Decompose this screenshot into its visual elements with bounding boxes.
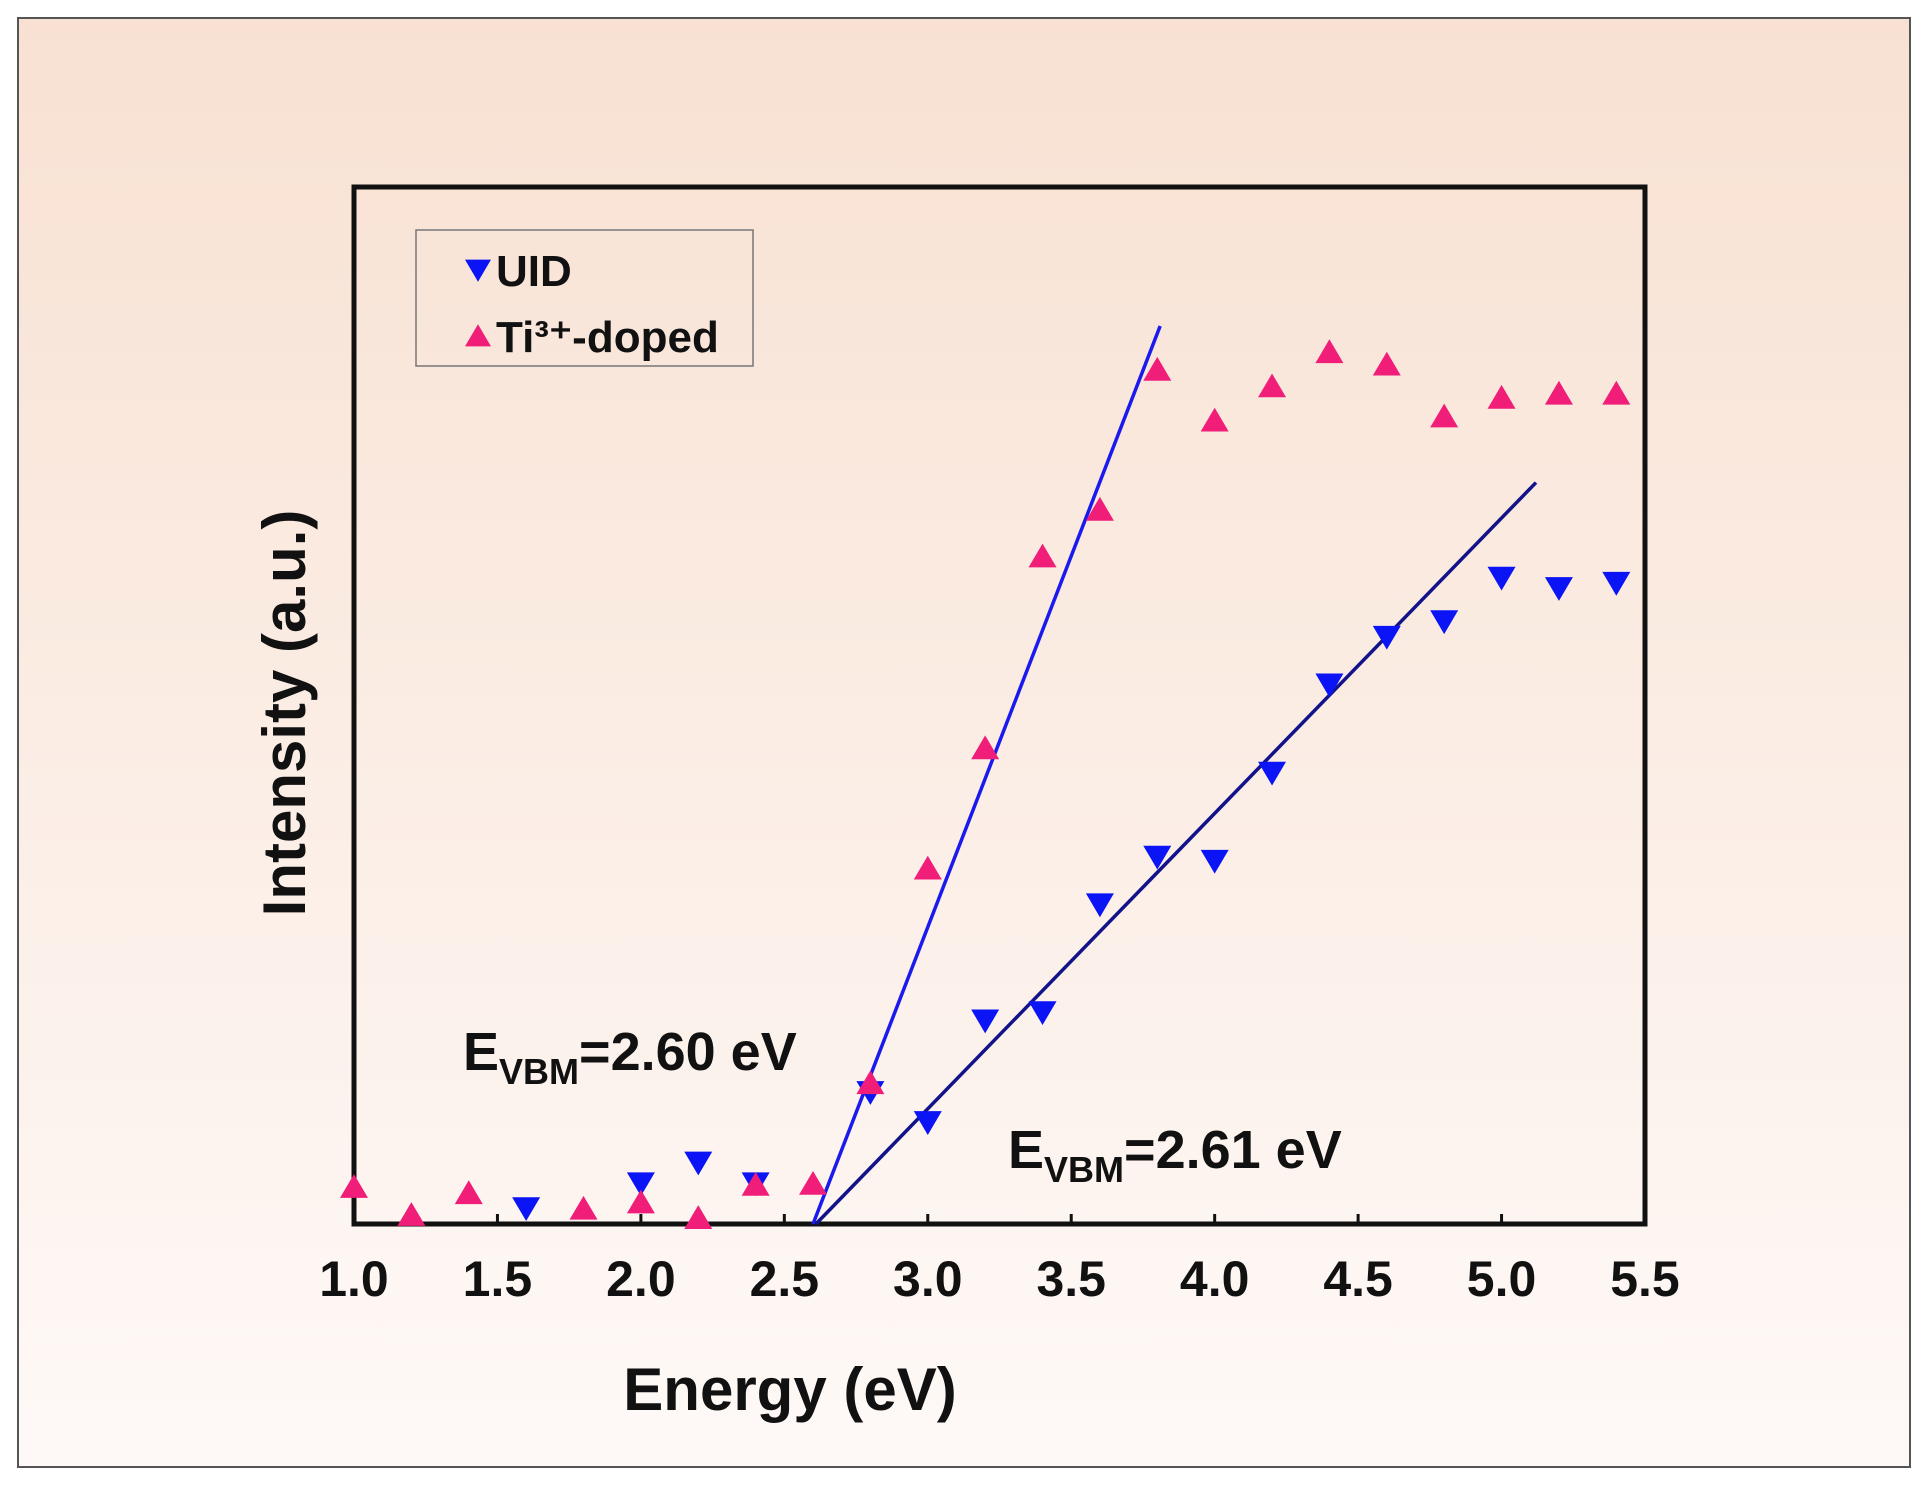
annotation-base: E — [1008, 1120, 1044, 1180]
data-point — [397, 1202, 426, 1226]
data-point — [913, 1111, 942, 1135]
annotation: EVBM=2.60 eV — [463, 1022, 797, 1092]
data-point — [1143, 356, 1172, 381]
data-point — [626, 1172, 655, 1197]
data-point — [626, 1189, 655, 1214]
data-point — [741, 1171, 770, 1196]
x-tick-label: 4.0 — [1180, 1251, 1250, 1307]
data-point — [1372, 351, 1401, 376]
data-point — [971, 1009, 1000, 1034]
data-point — [684, 1151, 713, 1176]
legend-box — [415, 229, 754, 367]
data-point — [1315, 673, 1344, 698]
data-point — [1487, 566, 1516, 591]
data-point — [1487, 384, 1516, 409]
legend-marker — [465, 259, 491, 282]
data-point — [1258, 761, 1287, 786]
legend-marker — [465, 324, 491, 347]
fit-line — [814, 481, 1538, 1226]
annotation: EVBM=2.61 eV — [1008, 1120, 1342, 1190]
legend-label: Ti³⁺-doped — [496, 313, 719, 362]
data-point — [1602, 380, 1631, 405]
data-point — [971, 735, 1000, 760]
data-point — [1430, 403, 1459, 428]
data-point — [1602, 571, 1631, 596]
data-point — [340, 1174, 368, 1198]
legend-label: UID — [496, 247, 572, 296]
data-point — [1430, 610, 1459, 635]
data-point — [1200, 849, 1229, 874]
x-tick-label: 1.0 — [319, 1251, 389, 1307]
data-point — [512, 1197, 541, 1222]
data-point — [856, 1070, 885, 1095]
x-axis-label: Energy (eV) — [623, 1356, 956, 1423]
data-point — [1544, 380, 1573, 405]
data-point — [1085, 893, 1114, 918]
data-point — [1258, 373, 1287, 398]
x-tick-label: 3.0 — [893, 1251, 963, 1307]
annotation-rest: =2.60 eV — [579, 1022, 797, 1082]
annotation-sub: VBM — [499, 1051, 579, 1092]
data-point — [913, 855, 942, 880]
x-tick-label: 1.5 — [463, 1251, 533, 1307]
data-point — [454, 1180, 483, 1205]
data-point — [1028, 1001, 1057, 1026]
x-tick-label: 5.5 — [1610, 1251, 1680, 1307]
data-point — [1372, 625, 1401, 650]
x-tick-label: 3.5 — [1036, 1251, 1106, 1307]
y-axis-label: Intensity (a.u.) — [251, 510, 318, 917]
data-point — [799, 1170, 828, 1195]
plot-area — [351, 184, 1648, 1227]
data-point — [684, 1205, 713, 1229]
data-point — [1315, 339, 1344, 364]
x-tick-label: 5.0 — [1467, 1251, 1537, 1307]
x-tick-label: 4.5 — [1323, 1251, 1393, 1307]
x-tick-label: 2.5 — [750, 1251, 820, 1307]
annotation-sub: VBM — [1044, 1149, 1124, 1190]
data-point — [1544, 577, 1573, 601]
data-point — [1028, 543, 1057, 568]
annotation-rest: =2.61 eV — [1124, 1120, 1342, 1180]
data-point — [1143, 845, 1172, 870]
data-point — [1085, 496, 1114, 521]
annotation-base: E — [463, 1022, 499, 1082]
data-point — [1200, 407, 1229, 432]
data-point — [569, 1195, 598, 1220]
x-tick-label: 2.0 — [606, 1251, 676, 1307]
